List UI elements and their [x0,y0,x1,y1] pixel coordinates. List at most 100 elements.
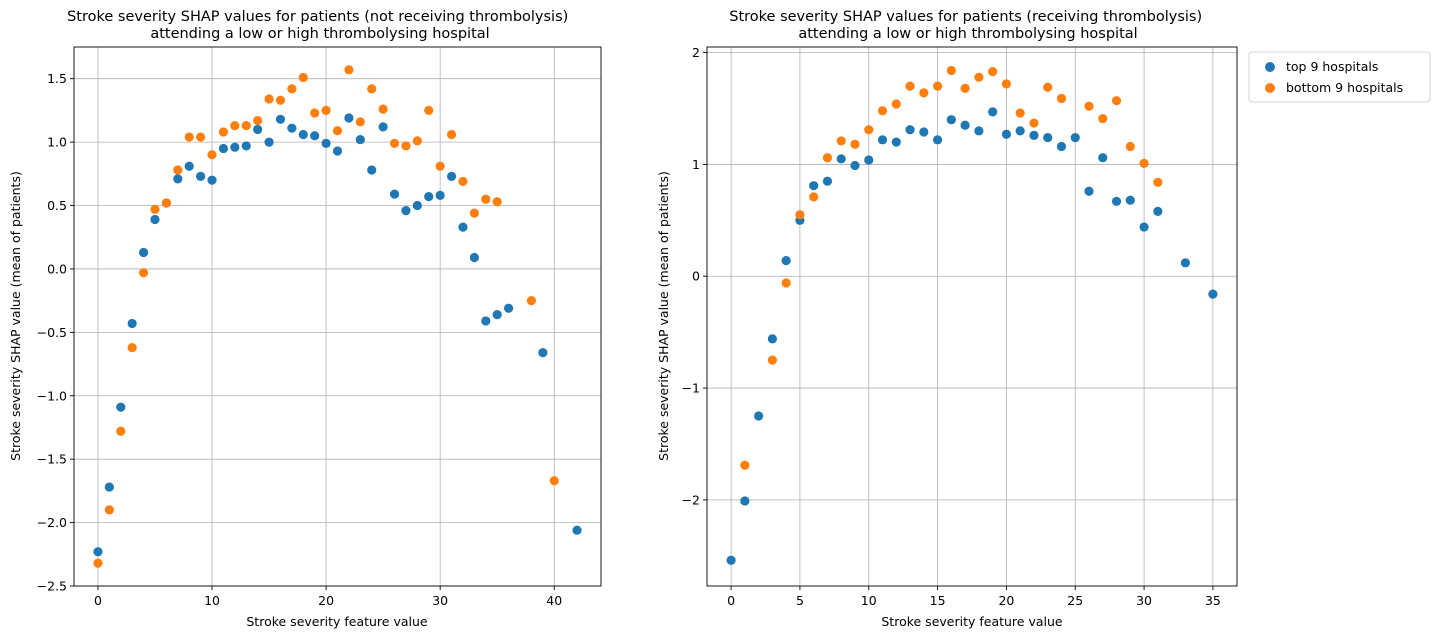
left-point-top-hospitals [264,137,274,147]
left-point-bottom-hospitals [161,198,171,208]
left-point-bottom-hospitals [435,161,445,171]
left-point-top-hospitals [492,309,502,320]
left-point-top-hospitals [184,161,194,171]
left-y-tick-label: −2.0 [37,515,67,530]
left-point-top-hospitals [355,134,365,145]
left-y-tick-label: −1.0 [37,388,67,403]
left-point-top-hospitals [173,174,183,184]
left-point-bottom-hospitals [526,296,537,306]
left-point-top-hospitals [412,200,422,211]
legend-marker-bottom-hospitals [1265,83,1275,93]
left-point-bottom-hospitals [332,126,343,136]
right-x-tick-label: 20 [998,593,1014,608]
left-x-tick-label: 20 [318,593,334,608]
right-chart-title-line2: attending a low or high thrombolysing ho… [798,26,1137,42]
left-point-bottom-hospitals [401,141,411,151]
left-y-ticks: −2.5 −2.0 −1.5 −1.0 −0.5 0.0 0.5 1.0 1.5 [37,71,74,594]
left-point-bottom-hospitals [104,505,114,515]
right-point-bottom-hospitals [781,278,791,288]
left-point-top-hospitals [538,348,548,358]
right-point-bottom-hospitals [877,106,888,116]
right-y-axis-label: Stroke severity SHAP value (mean of pati… [656,171,671,461]
right-point-top-hospitals [726,555,736,565]
right-point-top-hospitals [974,126,984,136]
left-point-bottom-hospitals [93,558,103,568]
right-point-bottom-hospitals [740,460,750,470]
left-x-tick-label: 0 [94,593,102,608]
left-x-tick-label: 40 [546,593,562,608]
right-point-top-hospitals [1070,132,1080,143]
right-point-top-hospitals [988,107,998,117]
left-point-top-hospitals [367,165,377,175]
left-point-bottom-hospitals [150,204,160,214]
right-chart-title: Stroke severity SHAP values for patients… [729,9,1206,42]
right-point-bottom-hospitals [919,88,929,98]
right-point-top-hospitals [1084,186,1094,196]
left-y-tick-label: −0.5 [37,325,67,340]
right-point-bottom-hospitals [1125,141,1135,152]
left-point-top-hospitals [241,141,251,151]
right-point-bottom-hospitals [809,192,819,202]
right-x-tick-label: 25 [1067,593,1083,608]
right-point-top-hospitals [822,176,833,186]
left-point-bottom-hospitals [367,84,377,94]
left-point-top-hospitals [230,142,240,152]
left-point-bottom-hospitals [469,208,479,218]
right-point-top-hospitals [740,496,750,506]
right-point-top-hospitals [1098,153,1108,163]
left-y-tick-label: 1.5 [47,71,67,86]
legend-marker-top-hospitals [1265,62,1275,72]
right-point-bottom-hospitals [905,81,915,91]
right-x-axis-label: Stroke severity feature value [881,614,1063,629]
left-point-bottom-hospitals [492,197,502,207]
left-point-bottom-hospitals [458,176,468,187]
right-point-top-hospitals [809,181,819,191]
legend-box [1248,51,1431,103]
left-x-axis-label: Stroke severity feature value [246,614,428,629]
right-x-tick-label: 0 [727,593,735,608]
left-point-bottom-hospitals [184,132,194,142]
right-x-ticks: 0 5 10 15 20 25 30 35 [727,586,1221,608]
left-points [93,65,582,568]
right-point-top-hospitals [891,137,901,147]
right-point-bottom-hospitals [1153,177,1163,187]
left-scatter-panel: 0 10 20 30 40 −2.5 −2.0 −1.5 −1.0 −0.5 0.0 0.5 1.0 1… [8,9,602,629]
right-point-top-hospitals [1139,222,1149,232]
left-point-bottom-hospitals [196,132,206,142]
right-point-top-hospitals [1125,195,1135,205]
right-point-bottom-hospitals [1001,79,1012,89]
left-point-top-hospitals [310,131,320,141]
left-point-top-hospitals [469,252,479,263]
right-point-bottom-hospitals [767,355,777,365]
right-point-top-hospitals [905,125,915,135]
left-point-bottom-hospitals [230,121,240,131]
left-point-top-hospitals [127,318,137,329]
left-point-bottom-hospitals [549,476,559,486]
left-point-top-hospitals [253,124,263,135]
left-y-tick-label: −1.5 [37,452,67,467]
right-y-tick-label: −1 [682,381,700,396]
right-point-bottom-hospitals [932,81,943,91]
right-point-top-hospitals [1111,196,1122,206]
left-point-top-hospitals [401,206,411,216]
left-y-tick-label: 0.5 [47,198,67,213]
right-point-bottom-hospitals [946,65,956,76]
left-point-top-hospitals [389,189,400,199]
right-x-tick-label: 10 [861,593,877,608]
left-point-bottom-hospitals [481,194,491,204]
left-chart-title-line1: Stroke severity SHAP values for patients… [67,9,568,25]
right-point-bottom-hospitals [1098,113,1108,124]
left-point-top-hospitals [287,123,297,133]
right-point-bottom-hospitals [1015,108,1025,118]
left-chart-title-line2: attending a low or high thrombolysing ho… [150,26,489,42]
right-point-top-hospitals [864,155,874,165]
right-y-tick-label: 0 [692,269,700,284]
right-x-tick-label: 30 [1136,593,1152,608]
left-point-top-hospitals [344,113,354,123]
right-point-bottom-hospitals [988,67,998,77]
left-point-bottom-hospitals [218,127,229,137]
right-y-tick-label: 2 [692,45,700,60]
left-point-top-hospitals [435,190,445,200]
